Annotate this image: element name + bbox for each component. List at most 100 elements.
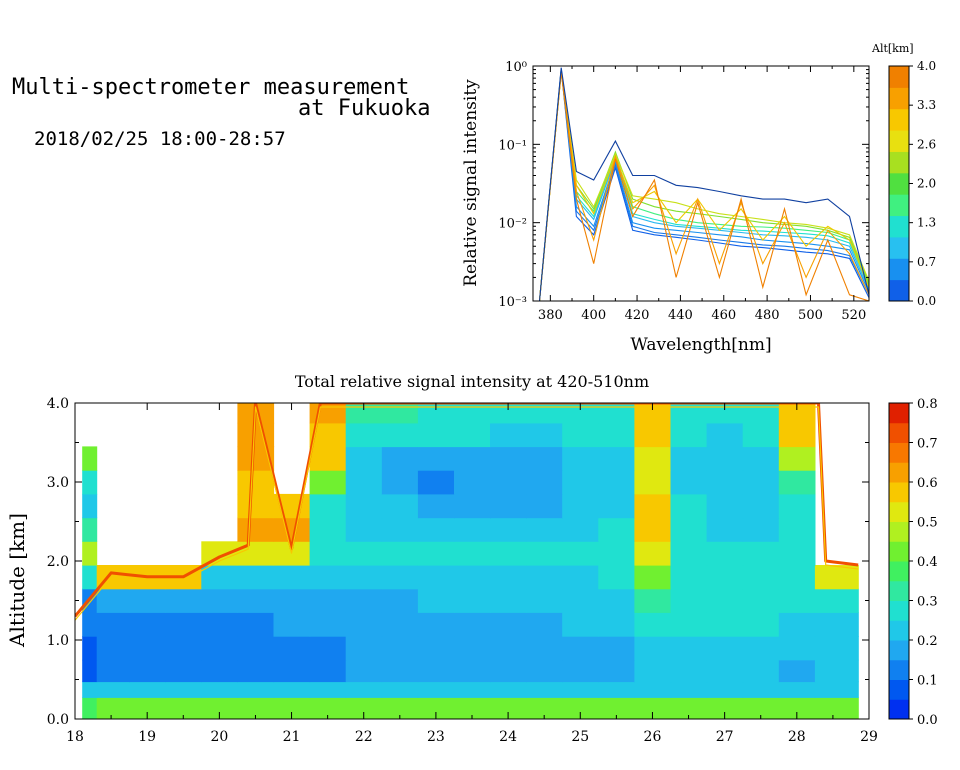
heatmap-cell	[129, 588, 166, 613]
heatmap-cell	[742, 446, 780, 471]
spectrum-y-axis-label: Relative signal intensity	[461, 79, 481, 287]
x-tick-label: 20	[210, 729, 228, 745]
heatmap-cell	[490, 588, 527, 613]
heatmap-cell	[165, 636, 202, 661]
heatmap-cell	[309, 612, 347, 637]
heatmap-cell	[237, 470, 275, 495]
heatmap-cell	[417, 588, 455, 613]
colorbar-swatch	[889, 679, 909, 700]
heatmap-cell	[526, 612, 563, 637]
heatmap-cell	[345, 446, 383, 471]
heatmap-cell	[309, 697, 347, 719]
y-tick-label: 10⁰	[505, 60, 527, 75]
x-tick-label: 380	[538, 308, 563, 323]
heatmap-cell	[598, 446, 635, 471]
heatmap-cell	[273, 588, 311, 613]
heatmap-cell	[381, 470, 419, 495]
heatmap-cell	[237, 493, 275, 519]
heatmap-cell	[309, 517, 347, 542]
heatmap-cell	[598, 612, 635, 637]
colorbar-swatch	[889, 442, 909, 463]
colorbar-swatch	[889, 620, 909, 641]
heatmap-cell	[742, 403, 780, 424]
heatmap-cell	[237, 659, 275, 683]
heatmap-cell	[490, 681, 527, 698]
heatmap-cell	[742, 517, 780, 542]
heatmap-cell	[490, 612, 527, 637]
heatmap-cell	[381, 612, 419, 637]
heatmap-cell	[454, 697, 491, 719]
heatmap-cell	[273, 697, 311, 719]
heatmap-cell	[309, 470, 347, 495]
heatmap-cell	[778, 446, 816, 471]
heatmap-cell	[778, 681, 816, 698]
colorbar-swatch	[889, 87, 909, 110]
spectrum-line	[538, 69, 870, 302]
colorbar-swatch	[889, 521, 909, 542]
heatmap-cell	[237, 517, 275, 542]
heatmap-cell	[706, 403, 744, 424]
heatmap-cell	[345, 697, 383, 719]
heatmap-cell	[345, 588, 383, 613]
heatmap-cell	[706, 517, 744, 542]
colorbar-tick-label: 0.0	[917, 713, 938, 728]
heatmap-cell	[345, 422, 383, 448]
heatmap-cell	[706, 681, 744, 698]
colorbar-tick-label: 0.8	[917, 397, 938, 412]
colorbar-tick-label: 0.4	[917, 555, 938, 570]
heatmap-cell	[201, 588, 238, 613]
heatmap-cell	[345, 659, 383, 683]
heatmap-cell	[309, 541, 347, 566]
x-tick-label: 440	[668, 308, 693, 323]
heatmap-cell	[706, 541, 744, 566]
heatmap-cell	[454, 612, 491, 637]
heatmap-cell	[417, 659, 455, 683]
colorbar-swatch	[889, 403, 909, 424]
heatmap-cell	[165, 697, 202, 719]
heatmap-cell	[96, 697, 130, 719]
heatmap-cell	[778, 588, 816, 613]
heatmap-cell	[814, 697, 859, 719]
heatmap-cell	[381, 588, 419, 613]
heatmap-cell	[778, 659, 816, 683]
spectrum-line	[538, 70, 870, 302]
heatmap-cell	[706, 493, 744, 519]
colorbar-swatch	[889, 236, 909, 259]
heatmap-cell	[129, 659, 166, 683]
colorbar-tick-label: 0.0	[917, 294, 936, 308]
heatmap-cell	[201, 636, 238, 661]
colorbar-swatch	[889, 130, 909, 152]
x-tick-label: 28	[788, 729, 806, 745]
date-range: 2018/02/25 18:00-28:57	[34, 128, 286, 150]
heatmap-cell	[706, 612, 744, 637]
heatmap-cell	[742, 565, 780, 590]
x-tick-label: 26	[644, 729, 662, 745]
heatmap-cell	[381, 403, 419, 424]
heatmap-cell	[417, 422, 455, 448]
heatmap-cell	[598, 403, 635, 424]
heatmap-cell	[526, 636, 563, 661]
heatmap-cell	[706, 422, 744, 448]
heatmap-cell	[742, 588, 780, 613]
heatmap-y-ticks: 0.0 1.0 2.0 3.0 4.0	[47, 396, 869, 728]
heatmap-cell	[165, 612, 202, 637]
heatmap-cell	[562, 541, 599, 566]
heatmap-cell	[598, 422, 635, 448]
heatmap-cell	[454, 681, 491, 698]
cloud-base-edge	[75, 403, 859, 621]
heatmap-cell	[634, 681, 672, 698]
heatmap-cell	[345, 681, 383, 698]
heatmap-cell	[634, 588, 672, 613]
heatmap-cell	[82, 565, 98, 590]
heatmap-cell	[490, 541, 527, 566]
heatmap-cell	[237, 565, 275, 590]
heatmap-cell	[454, 403, 491, 424]
heatmap-cell	[598, 659, 635, 683]
heatmap-cell	[670, 517, 708, 542]
heatmap-cell	[562, 681, 599, 698]
heatmap-cell	[273, 636, 311, 661]
heatmap-cell	[273, 612, 311, 637]
heatmap-cell	[742, 422, 780, 448]
heatmap-cell	[778, 636, 816, 661]
altitude-colorbar: 0.0 0.7 1.3 2.0 2.6 3.3 4.0	[888, 59, 936, 308]
